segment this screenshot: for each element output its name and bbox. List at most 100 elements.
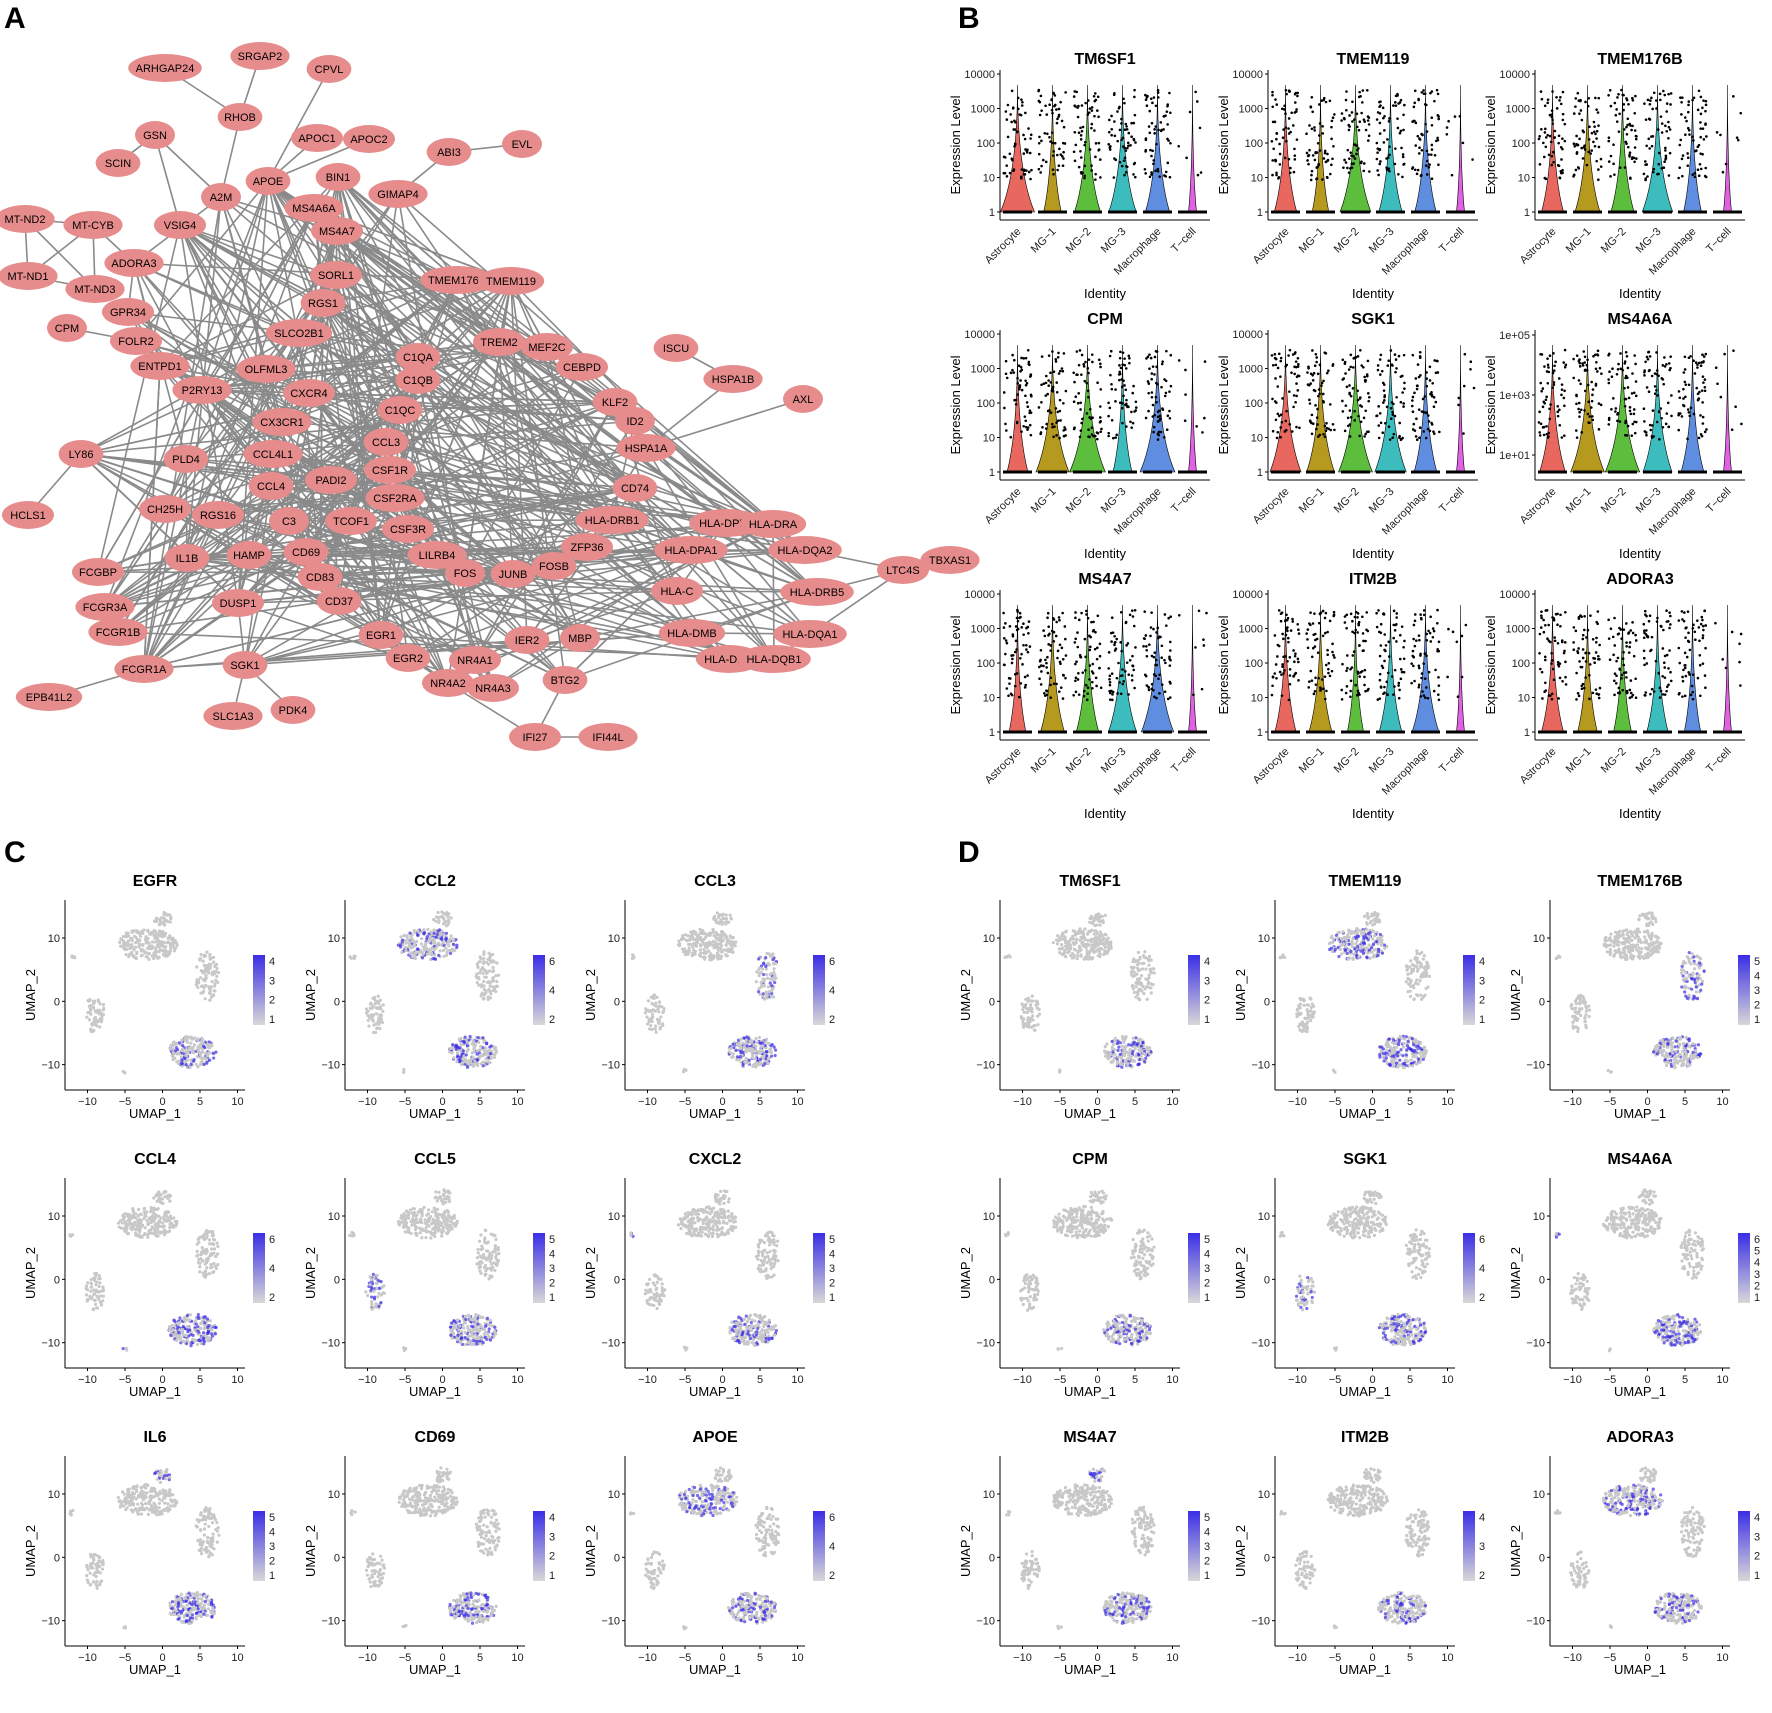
violin-point xyxy=(1294,652,1297,655)
violin-point xyxy=(1622,93,1625,97)
x-tick-label: MG−2 xyxy=(1064,226,1094,256)
violin-point xyxy=(1667,683,1670,687)
violin-point xyxy=(1607,423,1611,426)
violin-point xyxy=(1631,372,1634,375)
panel-letter-d: D xyxy=(958,836,980,869)
y-tick-label: 10000 xyxy=(1232,69,1263,81)
node-ellipse xyxy=(612,474,658,502)
violin-point xyxy=(1028,411,1031,415)
umap-cell xyxy=(422,928,426,932)
violin-point xyxy=(1011,657,1014,661)
violin-point xyxy=(1004,639,1008,642)
violin-point xyxy=(1079,138,1083,141)
violin-point xyxy=(1594,132,1597,136)
violin-point xyxy=(1027,170,1031,174)
violin-point xyxy=(1354,628,1358,632)
violin-point xyxy=(1009,435,1013,439)
network-node-ifi27: IFI27 xyxy=(509,723,561,751)
violin-point xyxy=(1615,108,1618,111)
violin-point xyxy=(1564,683,1568,686)
violin-point xyxy=(1147,125,1151,128)
network-node-id2: ID2 xyxy=(615,407,655,435)
violin-point xyxy=(1669,670,1672,674)
violin-point xyxy=(1653,392,1657,395)
violin-point xyxy=(1323,351,1327,354)
violin-point xyxy=(1149,97,1153,101)
violin-shape xyxy=(1414,84,1437,213)
violin-point xyxy=(1433,153,1437,157)
violin-point xyxy=(1598,686,1602,690)
violin-point xyxy=(1564,610,1567,614)
umap-cell xyxy=(193,1036,197,1040)
violin-point xyxy=(1628,122,1632,126)
violin-point xyxy=(1687,356,1691,360)
violin-point xyxy=(1393,414,1397,418)
violin-point xyxy=(1619,352,1622,355)
violin-point xyxy=(1165,624,1168,627)
violin-point xyxy=(1051,141,1055,145)
violin-point xyxy=(1203,360,1207,363)
violin-point xyxy=(1296,94,1299,98)
umap-cell xyxy=(444,924,449,928)
violin-point xyxy=(1661,647,1665,650)
violin-point xyxy=(1077,131,1081,135)
violin-point xyxy=(1107,434,1110,438)
violin-point xyxy=(1433,359,1436,362)
network-node-sorl1: SORL1 xyxy=(310,261,362,289)
violin-point xyxy=(1696,676,1700,680)
violin-point xyxy=(1038,135,1041,139)
violin-mg-3 xyxy=(1375,84,1406,214)
violin-point xyxy=(1704,123,1707,126)
violin-point xyxy=(1275,676,1278,680)
violin-point xyxy=(1398,131,1402,135)
violin-point xyxy=(1594,384,1598,387)
violin-point xyxy=(1663,676,1667,679)
violin-point xyxy=(1287,640,1290,644)
violin-point xyxy=(1540,127,1543,131)
violin-point xyxy=(1306,159,1309,162)
violin-point xyxy=(1651,107,1654,111)
node-ellipse xyxy=(236,355,296,383)
violin-point xyxy=(1427,153,1430,156)
violin-point xyxy=(1270,354,1274,357)
network-node-c1qc: C1QC xyxy=(377,396,423,424)
violin-point xyxy=(1308,402,1312,405)
violin-point xyxy=(1110,689,1113,693)
violin-point xyxy=(1366,392,1370,395)
violin-point xyxy=(1121,668,1124,671)
network-node-cxcr4: CXCR4 xyxy=(283,379,335,407)
network-node-fcgr1a: FCGR1A xyxy=(114,655,174,683)
violin-point xyxy=(1355,112,1359,116)
violin-point xyxy=(1679,96,1682,99)
node-ellipse xyxy=(426,138,472,166)
network-node-olfml3: OLFML3 xyxy=(236,355,296,383)
violin-point xyxy=(1413,679,1416,683)
umap-cell xyxy=(214,1050,218,1054)
violin-point xyxy=(1546,381,1550,385)
violin-point xyxy=(1326,152,1329,156)
violin-point xyxy=(1625,676,1628,679)
violin-point xyxy=(1092,620,1095,624)
violin-point xyxy=(1429,153,1433,156)
node-label: HSPA1A xyxy=(625,443,668,455)
violin-point xyxy=(1050,131,1054,134)
violin-point xyxy=(1687,670,1691,674)
violin-point xyxy=(1583,361,1587,364)
violin-mg-1 xyxy=(1037,84,1067,214)
violin-point xyxy=(1416,134,1420,138)
violin-point xyxy=(1562,361,1566,364)
violin-point xyxy=(1357,95,1361,99)
violin-point xyxy=(1315,416,1319,419)
violin-point xyxy=(1090,122,1094,126)
violin-point xyxy=(1589,614,1592,617)
violin-point xyxy=(1538,632,1542,636)
umap-cell xyxy=(425,935,429,939)
violin-point xyxy=(1364,128,1368,132)
violin-mg-1 xyxy=(1035,344,1070,474)
violin-point xyxy=(1668,151,1672,155)
violin-point xyxy=(1002,636,1006,640)
violin-point xyxy=(1612,397,1615,400)
umap-cell xyxy=(184,1063,188,1067)
violin-point xyxy=(1079,401,1082,405)
node-ellipse xyxy=(739,510,807,538)
